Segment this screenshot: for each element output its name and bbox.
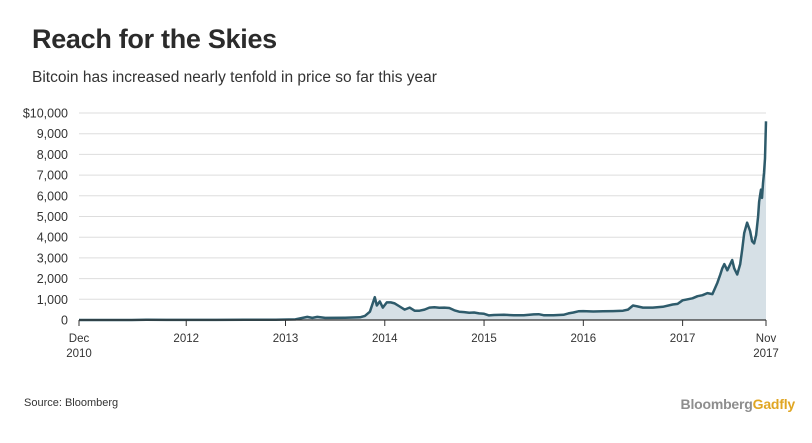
y-tick-label: 5,000: [37, 210, 68, 224]
x-tick-label-year: 2010: [66, 348, 92, 360]
x-tick-label: 2017: [670, 333, 696, 345]
source-note: Source: Bloomberg: [24, 397, 119, 409]
y-tick-label: 4,000: [37, 231, 68, 245]
y-tick-label: 6,000: [37, 189, 68, 203]
brand-logo: BloombergGadfly: [680, 396, 796, 412]
y-tick-label: 9,000: [37, 127, 68, 141]
y-tick-label: 8,000: [37, 148, 68, 162]
x-tick-label: Dec: [69, 333, 90, 345]
y-tick-label: 3,000: [37, 251, 68, 265]
y-tick-label: 2,000: [37, 272, 68, 286]
x-tick-label: 2014: [372, 333, 398, 345]
y-tick-label: 0: [61, 314, 68, 328]
x-tick-label: Nov: [756, 333, 777, 345]
x-tick-label: 2012: [173, 333, 199, 345]
x-tick-label-year: 2017: [753, 348, 779, 360]
brand-logo-part2: Gadfly: [752, 396, 796, 412]
chart-title: Reach for the Skies: [32, 24, 277, 54]
price-line: [79, 121, 768, 322]
brand-logo-part1: Bloomberg: [680, 396, 753, 412]
y-tick-label: 7,000: [37, 169, 68, 183]
x-tick-label: 2016: [571, 333, 597, 345]
y-tick-label: 1,000: [37, 293, 68, 307]
y-tick-label: $10,000: [23, 107, 68, 121]
x-tick-label: 2013: [273, 333, 299, 345]
x-tick-label: 2015: [471, 333, 497, 345]
chart-subtitle: Bitcoin has increased nearly tenfold in …: [32, 69, 437, 86]
price-area: [79, 121, 766, 320]
